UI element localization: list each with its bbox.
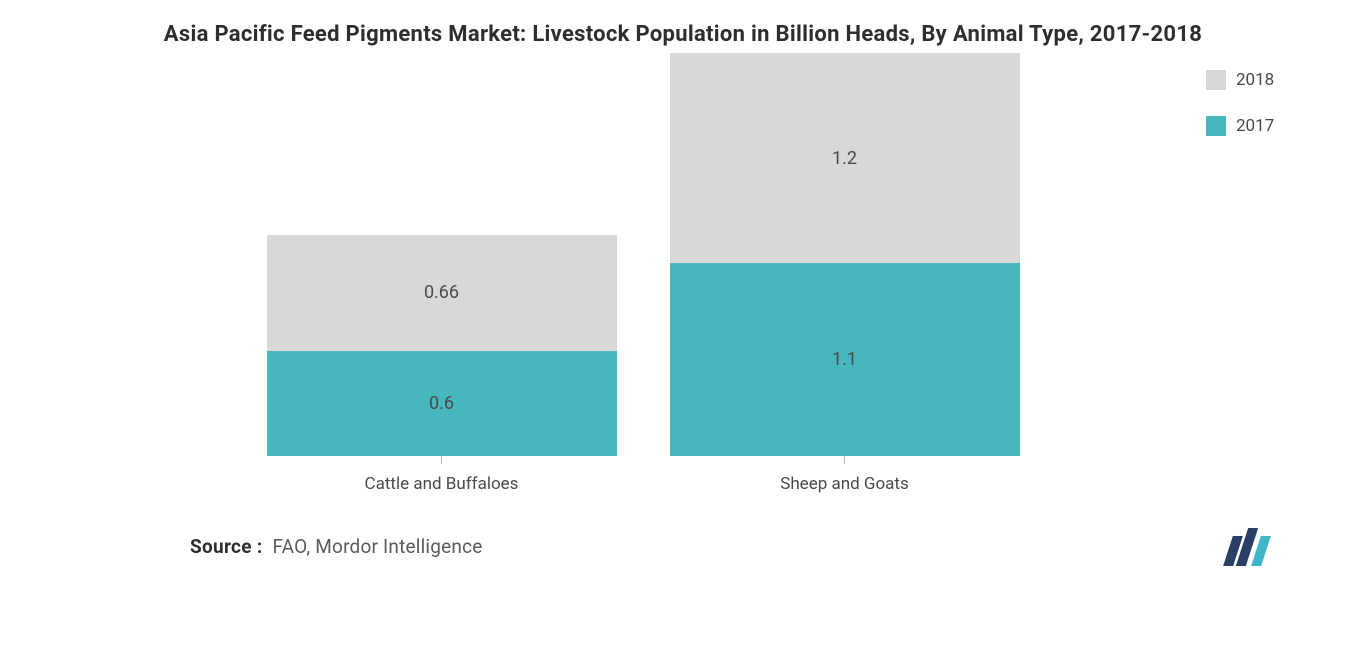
x-tick bbox=[844, 456, 845, 464]
plot-area: 0.60.66Cattle and Buffaloes1.11.2Sheep a… bbox=[40, 64, 1166, 494]
bar-segment-2018: 1.2 bbox=[670, 53, 1020, 263]
legend-item-2017: 2017 bbox=[1206, 116, 1326, 136]
bar-segment-2017: 1.1 bbox=[670, 263, 1020, 456]
bar-segment-2017: 0.6 bbox=[267, 351, 617, 456]
x-axis-label: Cattle and Buffaloes bbox=[365, 474, 519, 494]
bar-group: 1.11.2 Sheep and Goats bbox=[670, 53, 1020, 494]
bar-segment-2018: 0.66 bbox=[267, 235, 617, 351]
chart-container: Asia Pacific Feed Pigments Market: Lives… bbox=[0, 0, 1366, 655]
brand-logo-icon bbox=[1228, 528, 1266, 566]
bar-stack: 1.11.2 bbox=[670, 53, 1020, 456]
bar-group: 0.60.66 Cattle and Buffaloes bbox=[267, 235, 617, 494]
source-label: Source : bbox=[190, 535, 262, 558]
legend-item-2018: 2018 bbox=[1206, 70, 1326, 90]
x-tick bbox=[441, 456, 442, 464]
source-text: FAO, Mordor Intelligence bbox=[272, 535, 482, 558]
legend: 2018 2017 bbox=[1166, 64, 1326, 494]
bar-stack: 0.60.66 bbox=[267, 235, 617, 456]
x-axis-label: Sheep and Goats bbox=[780, 474, 909, 494]
source: Source : FAO, Mordor Intelligence bbox=[190, 535, 483, 558]
legend-label: 2018 bbox=[1236, 70, 1274, 90]
legend-label: 2017 bbox=[1236, 116, 1274, 136]
legend-swatch-icon bbox=[1206, 116, 1226, 136]
legend-swatch-icon bbox=[1206, 70, 1226, 90]
source-row: Source : FAO, Mordor Intelligence bbox=[40, 494, 1326, 566]
plot-row: 0.60.66Cattle and Buffaloes1.11.2Sheep a… bbox=[40, 64, 1326, 494]
